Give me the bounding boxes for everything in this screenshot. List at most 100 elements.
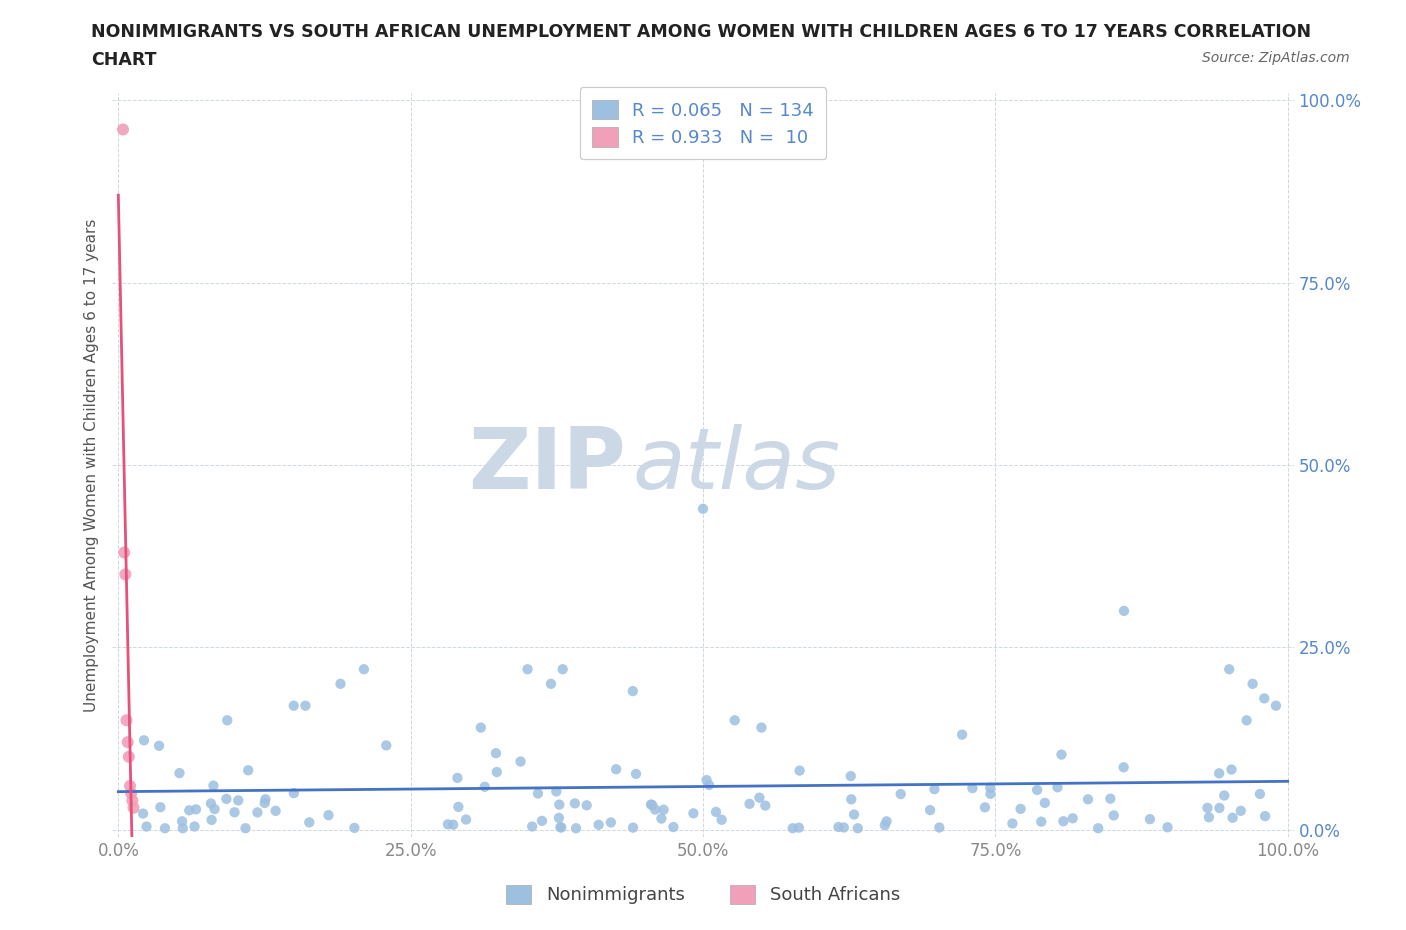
Point — [662, 819, 685, 834]
Point — [1236, 713, 1258, 728]
Text: atlas: atlas — [633, 423, 841, 507]
Point — [509, 754, 531, 769]
Point — [454, 812, 477, 827]
Point — [254, 791, 277, 806]
Point — [329, 676, 352, 691]
Point — [1222, 810, 1244, 825]
Point — [979, 780, 1001, 795]
Point — [264, 804, 287, 818]
Point — [148, 738, 170, 753]
Point — [1218, 662, 1240, 677]
Legend: Nonimmigrants, South Africans: Nonimmigrants, South Africans — [499, 877, 907, 911]
Point — [172, 814, 194, 829]
Point — [644, 803, 666, 817]
Y-axis label: Unemployment Among Women with Children Ages 6 to 17 years: Unemployment Among Women with Children A… — [84, 219, 100, 711]
Point — [1010, 802, 1032, 817]
Point — [1031, 814, 1053, 829]
Point — [1241, 676, 1264, 691]
Point — [485, 764, 508, 779]
Point — [564, 796, 586, 811]
Point — [624, 766, 647, 781]
Point — [441, 817, 464, 832]
Point — [605, 762, 627, 777]
Point — [118, 750, 141, 764]
Point — [928, 820, 950, 835]
Point — [527, 786, 550, 801]
Point — [149, 800, 172, 815]
Point — [890, 787, 912, 802]
Point — [235, 821, 257, 836]
Point — [447, 800, 470, 815]
Point — [782, 821, 804, 836]
Point — [575, 798, 598, 813]
Point — [682, 806, 704, 821]
Point — [238, 763, 260, 777]
Point — [217, 713, 239, 728]
Point — [520, 819, 543, 834]
Text: CHART: CHART — [91, 51, 157, 69]
Point — [565, 821, 588, 836]
Legend: R = 0.065   N = 134, R = 0.933   N =  10: R = 0.065 N = 134, R = 0.933 N = 10 — [579, 87, 827, 159]
Text: NONIMMIGRANTS VS SOUTH AFRICAN UNEMPLOYMENT AMONG WOMEN WITH CHILDREN AGES 6 TO : NONIMMIGRANTS VS SOUTH AFRICAN UNEMPLOYM… — [91, 23, 1312, 41]
Point — [204, 802, 226, 817]
Point — [172, 821, 194, 836]
Point — [974, 800, 997, 815]
Point — [1050, 747, 1073, 762]
Point — [375, 737, 398, 752]
Point — [846, 821, 869, 836]
Point — [1213, 788, 1236, 803]
Point — [652, 803, 675, 817]
Point — [1077, 791, 1099, 806]
Point — [1220, 762, 1243, 777]
Point — [979, 787, 1001, 802]
Point — [873, 817, 896, 832]
Point — [789, 764, 811, 778]
Point — [135, 819, 157, 834]
Point — [298, 815, 321, 830]
Point — [621, 820, 644, 835]
Point — [697, 777, 720, 792]
Point — [950, 727, 973, 742]
Point — [641, 798, 664, 813]
Point — [115, 713, 138, 728]
Point — [226, 793, 249, 808]
Point — [470, 720, 492, 735]
Point — [1249, 787, 1271, 802]
Point — [153, 821, 176, 836]
Point — [1001, 816, 1024, 830]
Point — [516, 662, 538, 677]
Point — [121, 793, 143, 808]
Point — [692, 501, 714, 516]
Point — [842, 807, 865, 822]
Point — [1208, 765, 1230, 780]
Point — [1156, 820, 1178, 835]
Point — [1099, 791, 1122, 806]
Point — [548, 797, 571, 812]
Point — [1230, 804, 1253, 818]
Point — [118, 778, 141, 793]
Point — [1112, 604, 1135, 618]
Point — [169, 765, 191, 780]
Point — [446, 770, 468, 785]
Point — [550, 819, 572, 834]
Point — [650, 811, 672, 826]
Point — [1087, 821, 1109, 836]
Point — [122, 801, 145, 816]
Point — [548, 810, 571, 825]
Point — [485, 746, 508, 761]
Point — [1208, 801, 1230, 816]
Point — [621, 684, 644, 698]
Point — [1253, 691, 1275, 706]
Point — [748, 790, 770, 805]
Point — [111, 122, 134, 137]
Point — [839, 791, 862, 806]
Point — [179, 803, 201, 817]
Point — [132, 806, 155, 821]
Point — [962, 780, 984, 795]
Point — [876, 814, 898, 829]
Point — [640, 797, 662, 812]
Point — [924, 782, 946, 797]
Point — [294, 698, 316, 713]
Point — [754, 798, 776, 813]
Point — [343, 820, 366, 835]
